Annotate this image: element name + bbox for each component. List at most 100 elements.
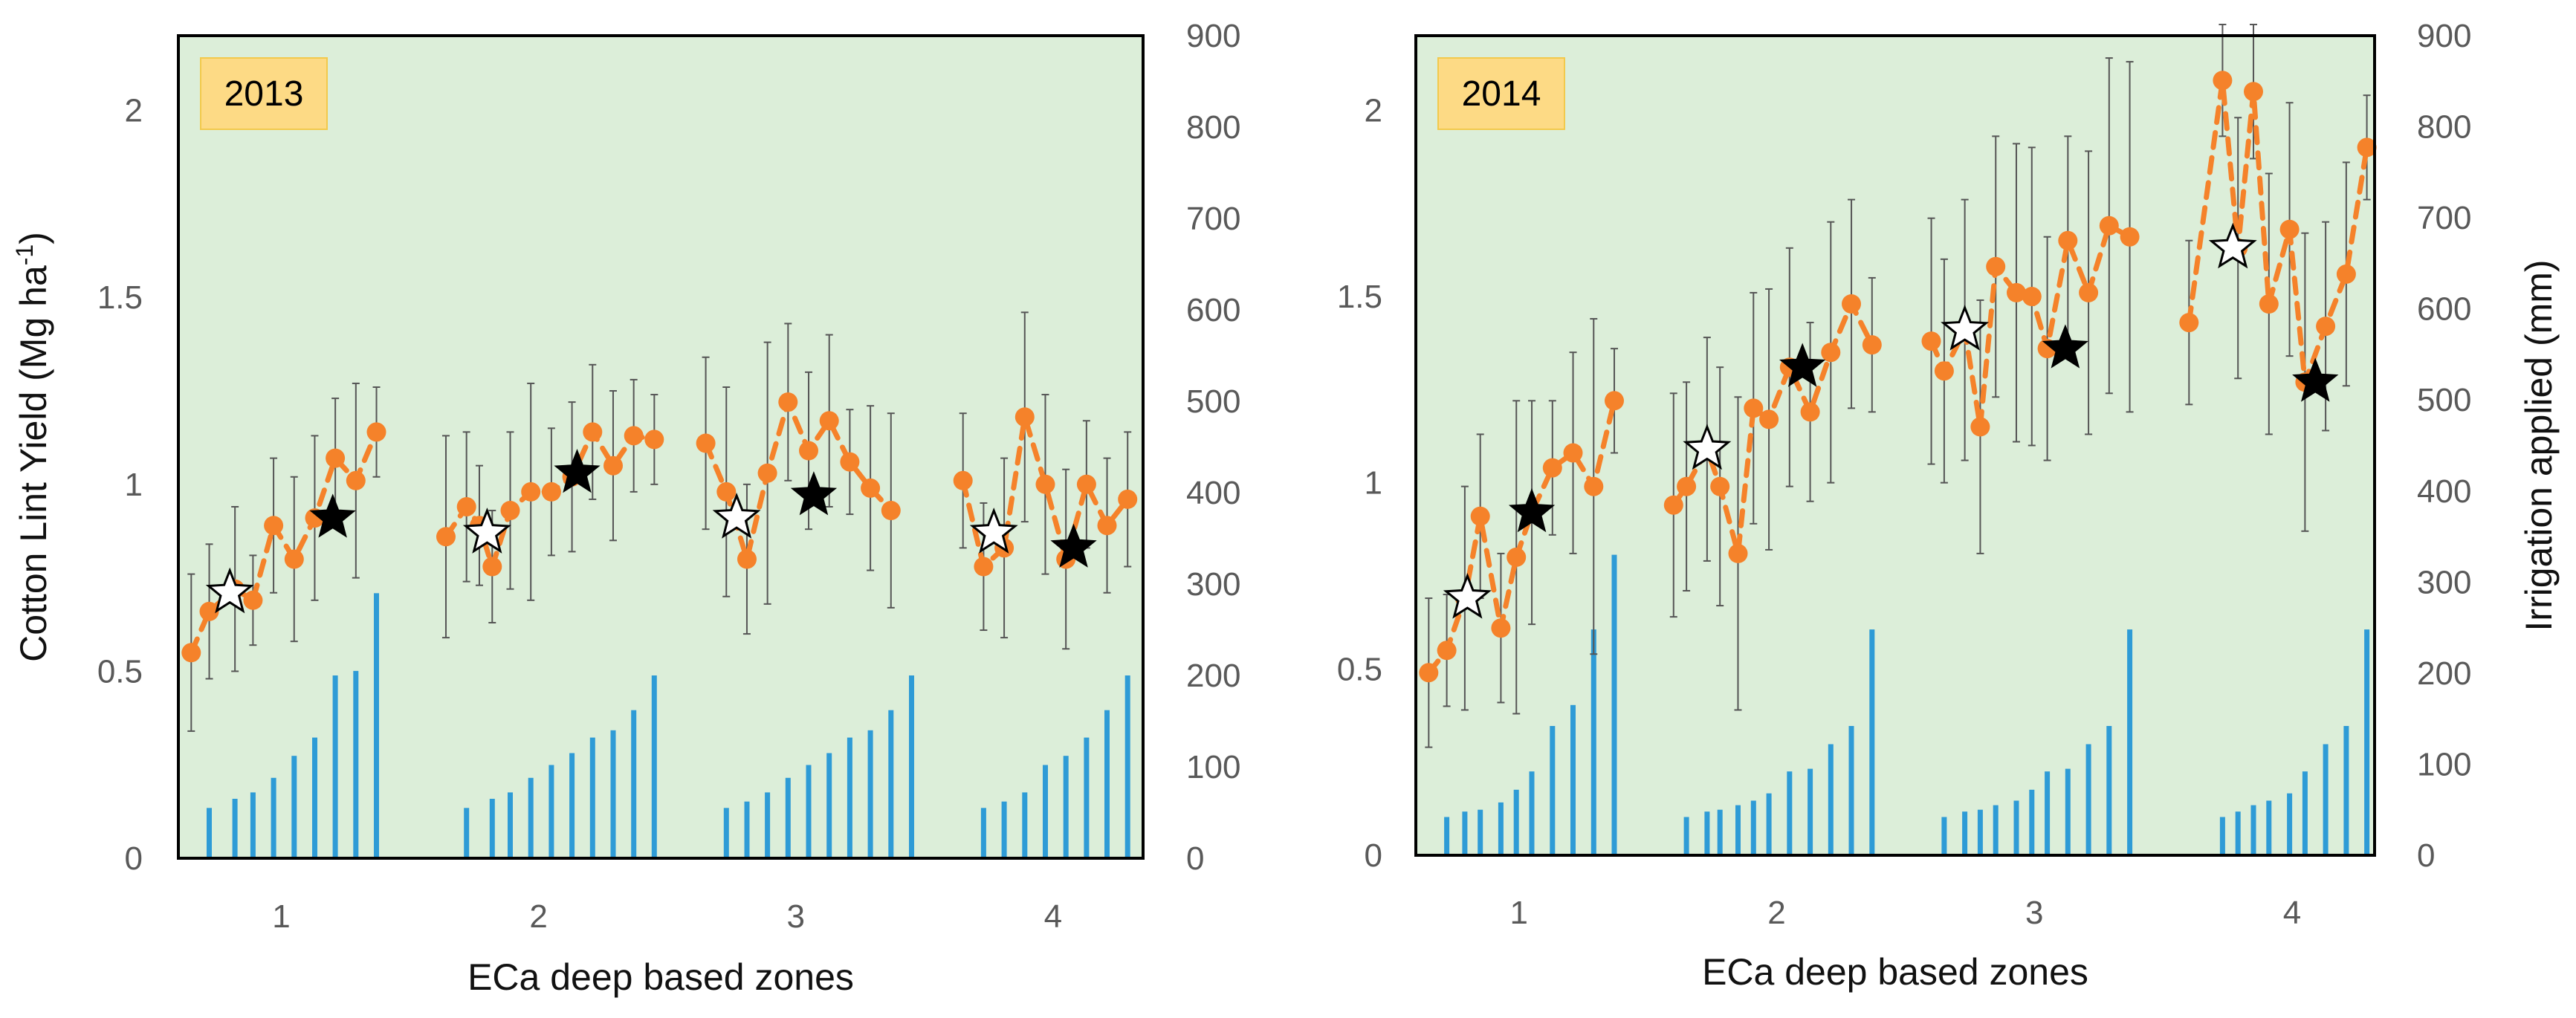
- irrigation-bar: [1104, 710, 1110, 858]
- yield-point: [2316, 317, 2336, 337]
- irrigation-bar: [2219, 817, 2225, 855]
- yield-point: [181, 643, 201, 663]
- yield-point: [541, 482, 561, 502]
- yield-point: [1934, 361, 1954, 381]
- y-right-tick-label: 800: [1186, 109, 1240, 146]
- open-star-marker: [462, 508, 511, 554]
- yield-point: [1663, 495, 1683, 515]
- y-right-tick-label: 600: [1186, 292, 1240, 328]
- irrigation-bar: [291, 756, 297, 858]
- irrigation-bar: [2287, 793, 2293, 855]
- irrigation-bar: [207, 808, 212, 858]
- irrigation-bar: [1611, 554, 1617, 855]
- irrigation-bar: [806, 765, 812, 858]
- irrigation-bar: [651, 675, 657, 858]
- filled-star-marker: [1508, 487, 1556, 533]
- irrigation-bar: [1766, 793, 1772, 855]
- yield-point: [1728, 543, 1748, 563]
- yield-point: [482, 557, 502, 577]
- yield-point: [2244, 82, 2263, 102]
- yield-point: [840, 452, 860, 472]
- irrigation-bar: [1001, 801, 1007, 858]
- yield-point: [1097, 516, 1117, 536]
- yield-point: [199, 601, 219, 621]
- yield-point: [1821, 343, 1841, 363]
- irrigation-bar: [1124, 675, 1130, 858]
- y-right-tick-label: 100: [1186, 749, 1240, 785]
- filled-star-marker: [2042, 324, 2088, 369]
- irrigation-bar: [785, 777, 791, 858]
- irrigation-bar: [909, 675, 914, 858]
- irrigation-bar: [2013, 800, 2019, 855]
- x-axis-label: ECa deep based zones: [467, 956, 854, 998]
- irrigation-bar: [2085, 744, 2091, 855]
- open-star-marker: [1941, 304, 1990, 351]
- x-tick-label: 4: [2283, 895, 2301, 931]
- open-star-marker: [969, 508, 1018, 554]
- open-star-marker: [712, 492, 761, 539]
- yield-point: [1759, 409, 1779, 429]
- y-right-tick-label: 500: [1186, 383, 1240, 420]
- irrigation-bar: [1717, 809, 1723, 855]
- year-label: 2014: [1462, 74, 1541, 114]
- yield-point: [778, 392, 798, 412]
- irrigation-bar: [1787, 771, 1793, 855]
- irrigation-bar: [2266, 800, 2272, 855]
- yield-point: [2213, 71, 2233, 91]
- year-label-box: [1437, 57, 1565, 130]
- filled-star-marker: [790, 471, 838, 516]
- y-left-tick-label: 0.5: [1337, 651, 1382, 687]
- yield-point: [861, 478, 881, 498]
- irrigation-bar: [847, 737, 852, 858]
- y-right-tick-label: 800: [2417, 109, 2471, 146]
- irrigation-bar: [1869, 629, 1875, 855]
- yield-point: [1419, 663, 1439, 683]
- irrigation-bar: [1590, 629, 1596, 855]
- filled-star-marker: [554, 448, 601, 493]
- y-right-tick-label: 200: [1186, 658, 1240, 694]
- yield-point: [1584, 476, 1604, 496]
- yield-point: [1842, 294, 1861, 314]
- irrigation-bar: [1043, 765, 1048, 858]
- irrigation-bar: [464, 808, 470, 858]
- irrigation-bar: [1529, 771, 1535, 855]
- irrigation-bar: [2106, 726, 2112, 855]
- y-left-tick-label: 1: [1365, 465, 1382, 502]
- yield-point: [583, 422, 603, 442]
- yield-point: [2179, 313, 2199, 333]
- x-tick-label: 3: [2025, 895, 2043, 931]
- yield-point: [521, 482, 541, 502]
- irrigation-bar: [250, 792, 256, 858]
- irrigation-bar: [1063, 756, 1069, 858]
- yield-point: [1118, 489, 1138, 509]
- y-right-tick-label: 400: [2417, 473, 2471, 510]
- yield-point: [1677, 476, 1697, 496]
- y-right-tick-label: 100: [2417, 746, 2471, 782]
- yield-point: [819, 411, 839, 431]
- yield-point: [1507, 547, 1527, 567]
- y-left-axis-label: Cotton Lint Yield (Mg ha-1): [11, 232, 54, 662]
- y-left-tick-label: 0: [125, 840, 143, 877]
- yield-point: [953, 470, 973, 490]
- yield-point: [2079, 282, 2099, 302]
- irrigation-bar: [1993, 805, 1999, 855]
- yield-point: [2007, 282, 2026, 302]
- irrigation-bar: [980, 808, 986, 858]
- irrigation-bar: [271, 777, 276, 858]
- yield-point: [243, 590, 263, 610]
- yield-point: [716, 482, 737, 502]
- yield-point: [1076, 474, 1096, 494]
- y-left-tick-label: 2: [125, 93, 143, 129]
- irrigation-bar: [2065, 768, 2071, 855]
- yield-point: [2279, 219, 2300, 239]
- irrigation-bar: [569, 753, 575, 858]
- irrigation-bar: [1478, 809, 1483, 855]
- filled-star-marker: [309, 493, 356, 538]
- irrigation-bar: [1444, 817, 1450, 855]
- irrigation-bar: [1962, 811, 1968, 855]
- irrigation-bar: [1977, 809, 1983, 855]
- irrigation-bar: [1704, 811, 1710, 855]
- irrigation-bar: [2364, 629, 2370, 855]
- y-left-tick-label: 0.5: [97, 653, 143, 690]
- irrigation-bar: [2250, 805, 2256, 855]
